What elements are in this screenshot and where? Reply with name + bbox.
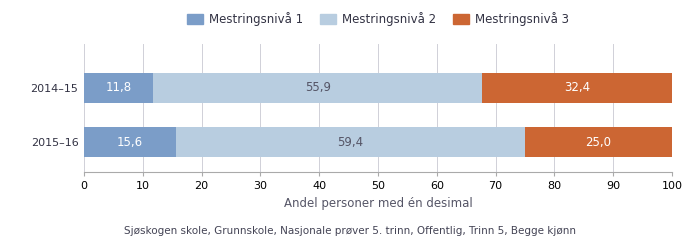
Text: 32,4: 32,4 bbox=[564, 81, 590, 94]
Text: 55,9: 55,9 bbox=[304, 81, 330, 94]
Bar bbox=[176, 127, 525, 157]
Bar bbox=[153, 73, 482, 103]
Bar bbox=[482, 73, 673, 103]
Text: 25,0: 25,0 bbox=[585, 136, 612, 149]
Text: 11,8: 11,8 bbox=[106, 81, 132, 94]
Bar bbox=[84, 73, 153, 103]
X-axis label: Andel personer med én desimal: Andel personer med én desimal bbox=[284, 197, 472, 210]
Text: 59,4: 59,4 bbox=[337, 136, 363, 149]
Bar bbox=[525, 127, 672, 157]
Text: 15,6: 15,6 bbox=[117, 136, 143, 149]
Legend: Mestringsnivå 1, Mestringsnivå 2, Mestringsnivå 3: Mestringsnivå 1, Mestringsnivå 2, Mestri… bbox=[185, 9, 571, 28]
Text: Sjøskogen skole, Grunnskole, Nasjonale prøver 5. trinn, Offentlig, Trinn 5, Begg: Sjøskogen skole, Grunnskole, Nasjonale p… bbox=[124, 226, 576, 236]
Bar bbox=[84, 127, 176, 157]
